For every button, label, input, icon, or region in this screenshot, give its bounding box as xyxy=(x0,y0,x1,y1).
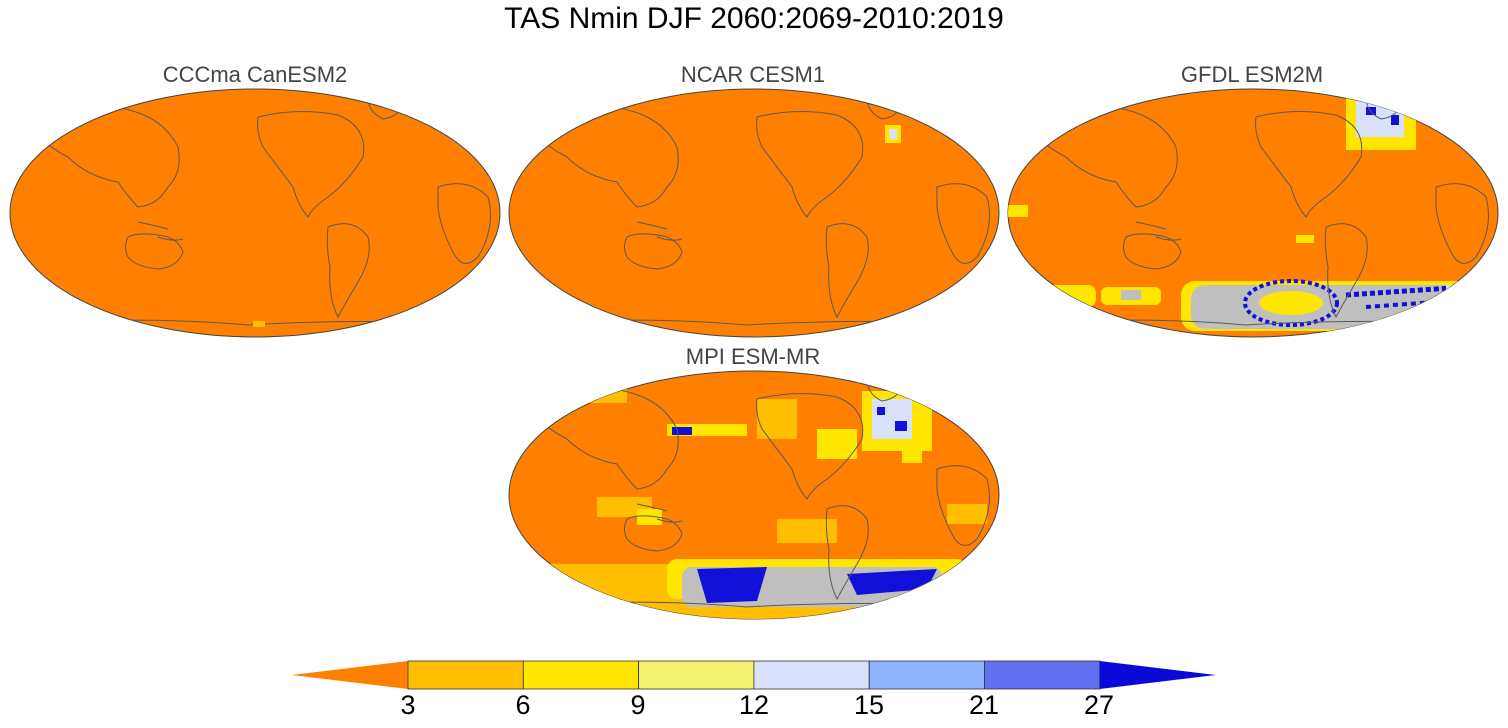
map-background xyxy=(508,88,1000,338)
figure-title: TAS Nmin DJF 2060:2069-2010:2019 xyxy=(504,2,1004,35)
anomaly-patch xyxy=(637,509,662,525)
map-title-gfdl: GFDL ESM2M xyxy=(1180,62,1324,87)
map-cccma-canesm2 xyxy=(9,88,501,338)
anomaly-patch xyxy=(697,567,767,603)
colorbar-segment xyxy=(638,660,755,690)
coastlines xyxy=(526,378,990,619)
map-title-cccma: CCCma CanESM2 xyxy=(162,62,348,87)
anomaly-patch xyxy=(757,399,797,439)
colorbar-tick-12: 12 xyxy=(738,690,770,720)
map-title-ncar: NCAR CESM1 xyxy=(680,62,826,87)
colorbar-segment xyxy=(868,660,985,690)
map-title-mpi: MPI ESM-MR xyxy=(685,344,821,369)
anomaly-patch xyxy=(253,321,265,327)
map-background xyxy=(9,88,501,338)
colorbar-tick-15: 15 xyxy=(853,690,885,720)
anomaly-patch xyxy=(895,421,907,431)
colorbar-segment xyxy=(522,660,640,690)
anomaly-patch xyxy=(547,389,627,403)
anomaly-patch xyxy=(1296,235,1314,243)
colorbar-right-arrow xyxy=(1099,661,1216,689)
anomaly-patch xyxy=(1446,285,1476,303)
anomaly-patch xyxy=(1036,285,1096,307)
anomaly-patch xyxy=(1243,279,1339,327)
colorbar-segment xyxy=(984,660,1101,690)
anomaly-patch xyxy=(889,129,897,139)
anomaly-patch xyxy=(877,407,885,415)
anomaly-patch xyxy=(817,429,857,459)
anomaly-patch xyxy=(847,569,937,595)
anomaly-patch xyxy=(532,407,562,417)
anomaly-patch xyxy=(1391,115,1399,125)
colorbar-tick-9: 9 xyxy=(630,690,646,720)
anomaly-patch xyxy=(672,427,692,435)
colorbar xyxy=(292,660,1216,690)
colorbar-tick-6: 6 xyxy=(515,690,531,720)
map-ncar-cesm1 xyxy=(508,88,1000,338)
anomaly-patch xyxy=(1008,205,1028,217)
anomaly-patch xyxy=(902,449,922,463)
anomaly-patch xyxy=(1121,290,1141,300)
colorbar-tick-27: 27 xyxy=(1083,690,1115,720)
map-gfdl-esm2m xyxy=(1007,88,1499,338)
colorbar-tick-3: 3 xyxy=(400,690,416,720)
colorbar-segment xyxy=(407,660,524,690)
colorbar-segment xyxy=(753,660,870,690)
coastlines xyxy=(526,96,990,326)
map-mpi-esm-mr xyxy=(508,370,1000,620)
anomaly-patch xyxy=(777,519,837,543)
colorbar-tick-21: 21 xyxy=(968,690,1000,720)
coastlines xyxy=(1008,95,1489,331)
coastlines xyxy=(27,96,491,327)
anomaly-patch xyxy=(947,504,987,524)
anomaly-patch xyxy=(1259,291,1323,315)
anomaly-patch xyxy=(872,399,912,439)
colorbar-left-arrow xyxy=(292,661,408,689)
